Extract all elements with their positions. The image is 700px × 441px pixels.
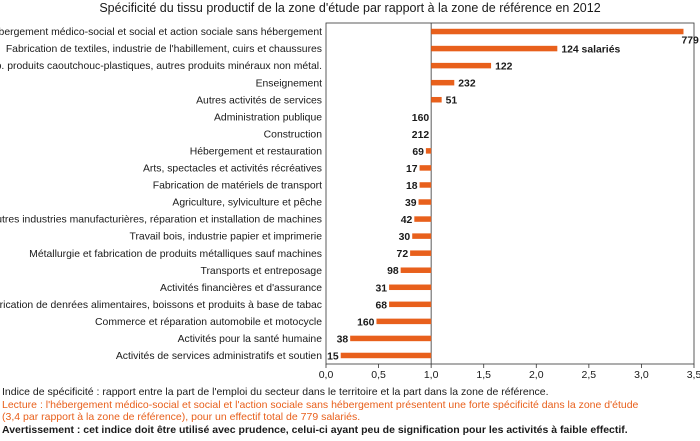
chart-notes: Indice de spécificité : rapport entre la… bbox=[2, 386, 698, 436]
bar bbox=[418, 199, 432, 205]
data-label: 38 bbox=[337, 334, 349, 345]
category-label: Fabrication de textiles, industrie de l'… bbox=[6, 44, 322, 55]
bar bbox=[389, 301, 432, 308]
category-label: Métallurgie et fabrication de produits m… bbox=[29, 249, 322, 260]
category-label: Activités de services administratifs et … bbox=[116, 351, 322, 362]
definition-note: Indice de spécificité : rapport entre la… bbox=[2, 386, 549, 398]
data-label: 42 bbox=[401, 215, 413, 226]
category-label: Fab. produits caoutchouc-plastiques, aut… bbox=[0, 61, 322, 72]
category-label: Arts, spectacles et activités récréative… bbox=[143, 164, 322, 175]
data-label: 68 bbox=[376, 300, 388, 311]
x-tick-label: 3,0 bbox=[634, 369, 649, 381]
data-label: 160 bbox=[357, 317, 375, 328]
bar-chart: 0,0 0,5 1,0 1,5 2,0 2,5 3,0 3,5 Hébergement médi… bbox=[0, 22, 700, 381]
data-label: 30 bbox=[399, 232, 411, 243]
data-label: 31 bbox=[376, 283, 388, 294]
category-label: Hébergement et restauration bbox=[190, 146, 322, 157]
warning-note: Avertissement : cet indice doit être uti… bbox=[2, 423, 628, 436]
bar bbox=[350, 335, 432, 342]
bar bbox=[431, 96, 442, 103]
category-label: Travail bois, industrie papier et imprim… bbox=[130, 232, 323, 243]
bar bbox=[376, 318, 432, 325]
category-label: Autres activités de services bbox=[196, 95, 322, 106]
reading-note-line1: Lecture : l'hébergement médico-social et… bbox=[2, 398, 639, 411]
category-label: Activités financières et d'assurance bbox=[160, 283, 322, 294]
bar bbox=[431, 79, 455, 86]
category-label: Agriculture, sylviculture et pêche bbox=[172, 198, 322, 209]
x-tick-label: 1,0 bbox=[424, 369, 439, 381]
x-tick-label: 1,5 bbox=[476, 369, 491, 381]
category-label: Activités pour la santé humaine bbox=[178, 334, 323, 345]
x-tick-label: 0,5 bbox=[371, 369, 386, 381]
x-tick-label: 3,5 bbox=[687, 369, 700, 381]
bar bbox=[400, 267, 432, 273]
category-label: Fabrication de denrées alimentaires, boi… bbox=[0, 300, 322, 311]
data-label: 779 bbox=[681, 36, 699, 47]
category-label: Fabrication de matériels de transport bbox=[153, 181, 322, 192]
bar bbox=[410, 250, 432, 256]
bar bbox=[340, 352, 432, 359]
data-label: 122 bbox=[495, 62, 513, 73]
data-label: 124 salariés bbox=[561, 45, 620, 56]
data-label: 232 bbox=[458, 79, 476, 90]
category-label: Autres industries manufacturières, répar… bbox=[0, 215, 322, 226]
bar bbox=[425, 148, 432, 154]
data-label: 69 bbox=[412, 147, 424, 158]
data-label: 39 bbox=[405, 198, 417, 209]
category-label: Transports et entreposage bbox=[201, 266, 323, 277]
data-label: 98 bbox=[387, 266, 399, 277]
category-label: Construction bbox=[264, 129, 323, 140]
data-label: 212 bbox=[412, 130, 430, 141]
category-label: Administration publique bbox=[214, 112, 322, 123]
bar bbox=[431, 45, 558, 52]
category-label: Enseignement bbox=[256, 78, 323, 89]
chart-title: Spécificité du tissu productif de la zon… bbox=[99, 1, 601, 15]
x-tick-label: 2,0 bbox=[529, 369, 544, 381]
plot-frame bbox=[325, 22, 695, 365]
data-label: 15 bbox=[327, 351, 339, 362]
bar bbox=[414, 216, 432, 222]
bar bbox=[419, 182, 432, 188]
reading-note-line2: (3,4 par rapport à la zone de référence)… bbox=[2, 411, 361, 423]
data-label: 18 bbox=[406, 181, 418, 192]
bar bbox=[431, 62, 492, 69]
bar bbox=[389, 284, 432, 291]
x-tick-label: 2,5 bbox=[582, 369, 597, 381]
data-label: 51 bbox=[446, 96, 458, 107]
data-label: 72 bbox=[397, 249, 409, 260]
x-tick-label: 0,0 bbox=[319, 369, 334, 381]
data-label: 160 bbox=[412, 113, 430, 124]
data-label: 17 bbox=[406, 164, 418, 175]
bar bbox=[419, 165, 432, 171]
bar bbox=[412, 233, 432, 239]
bar bbox=[431, 28, 684, 35]
category-label: Commerce et réparation automobile et mot… bbox=[95, 317, 322, 328]
category-label: Hébergement médico-social et social et a… bbox=[0, 27, 322, 38]
